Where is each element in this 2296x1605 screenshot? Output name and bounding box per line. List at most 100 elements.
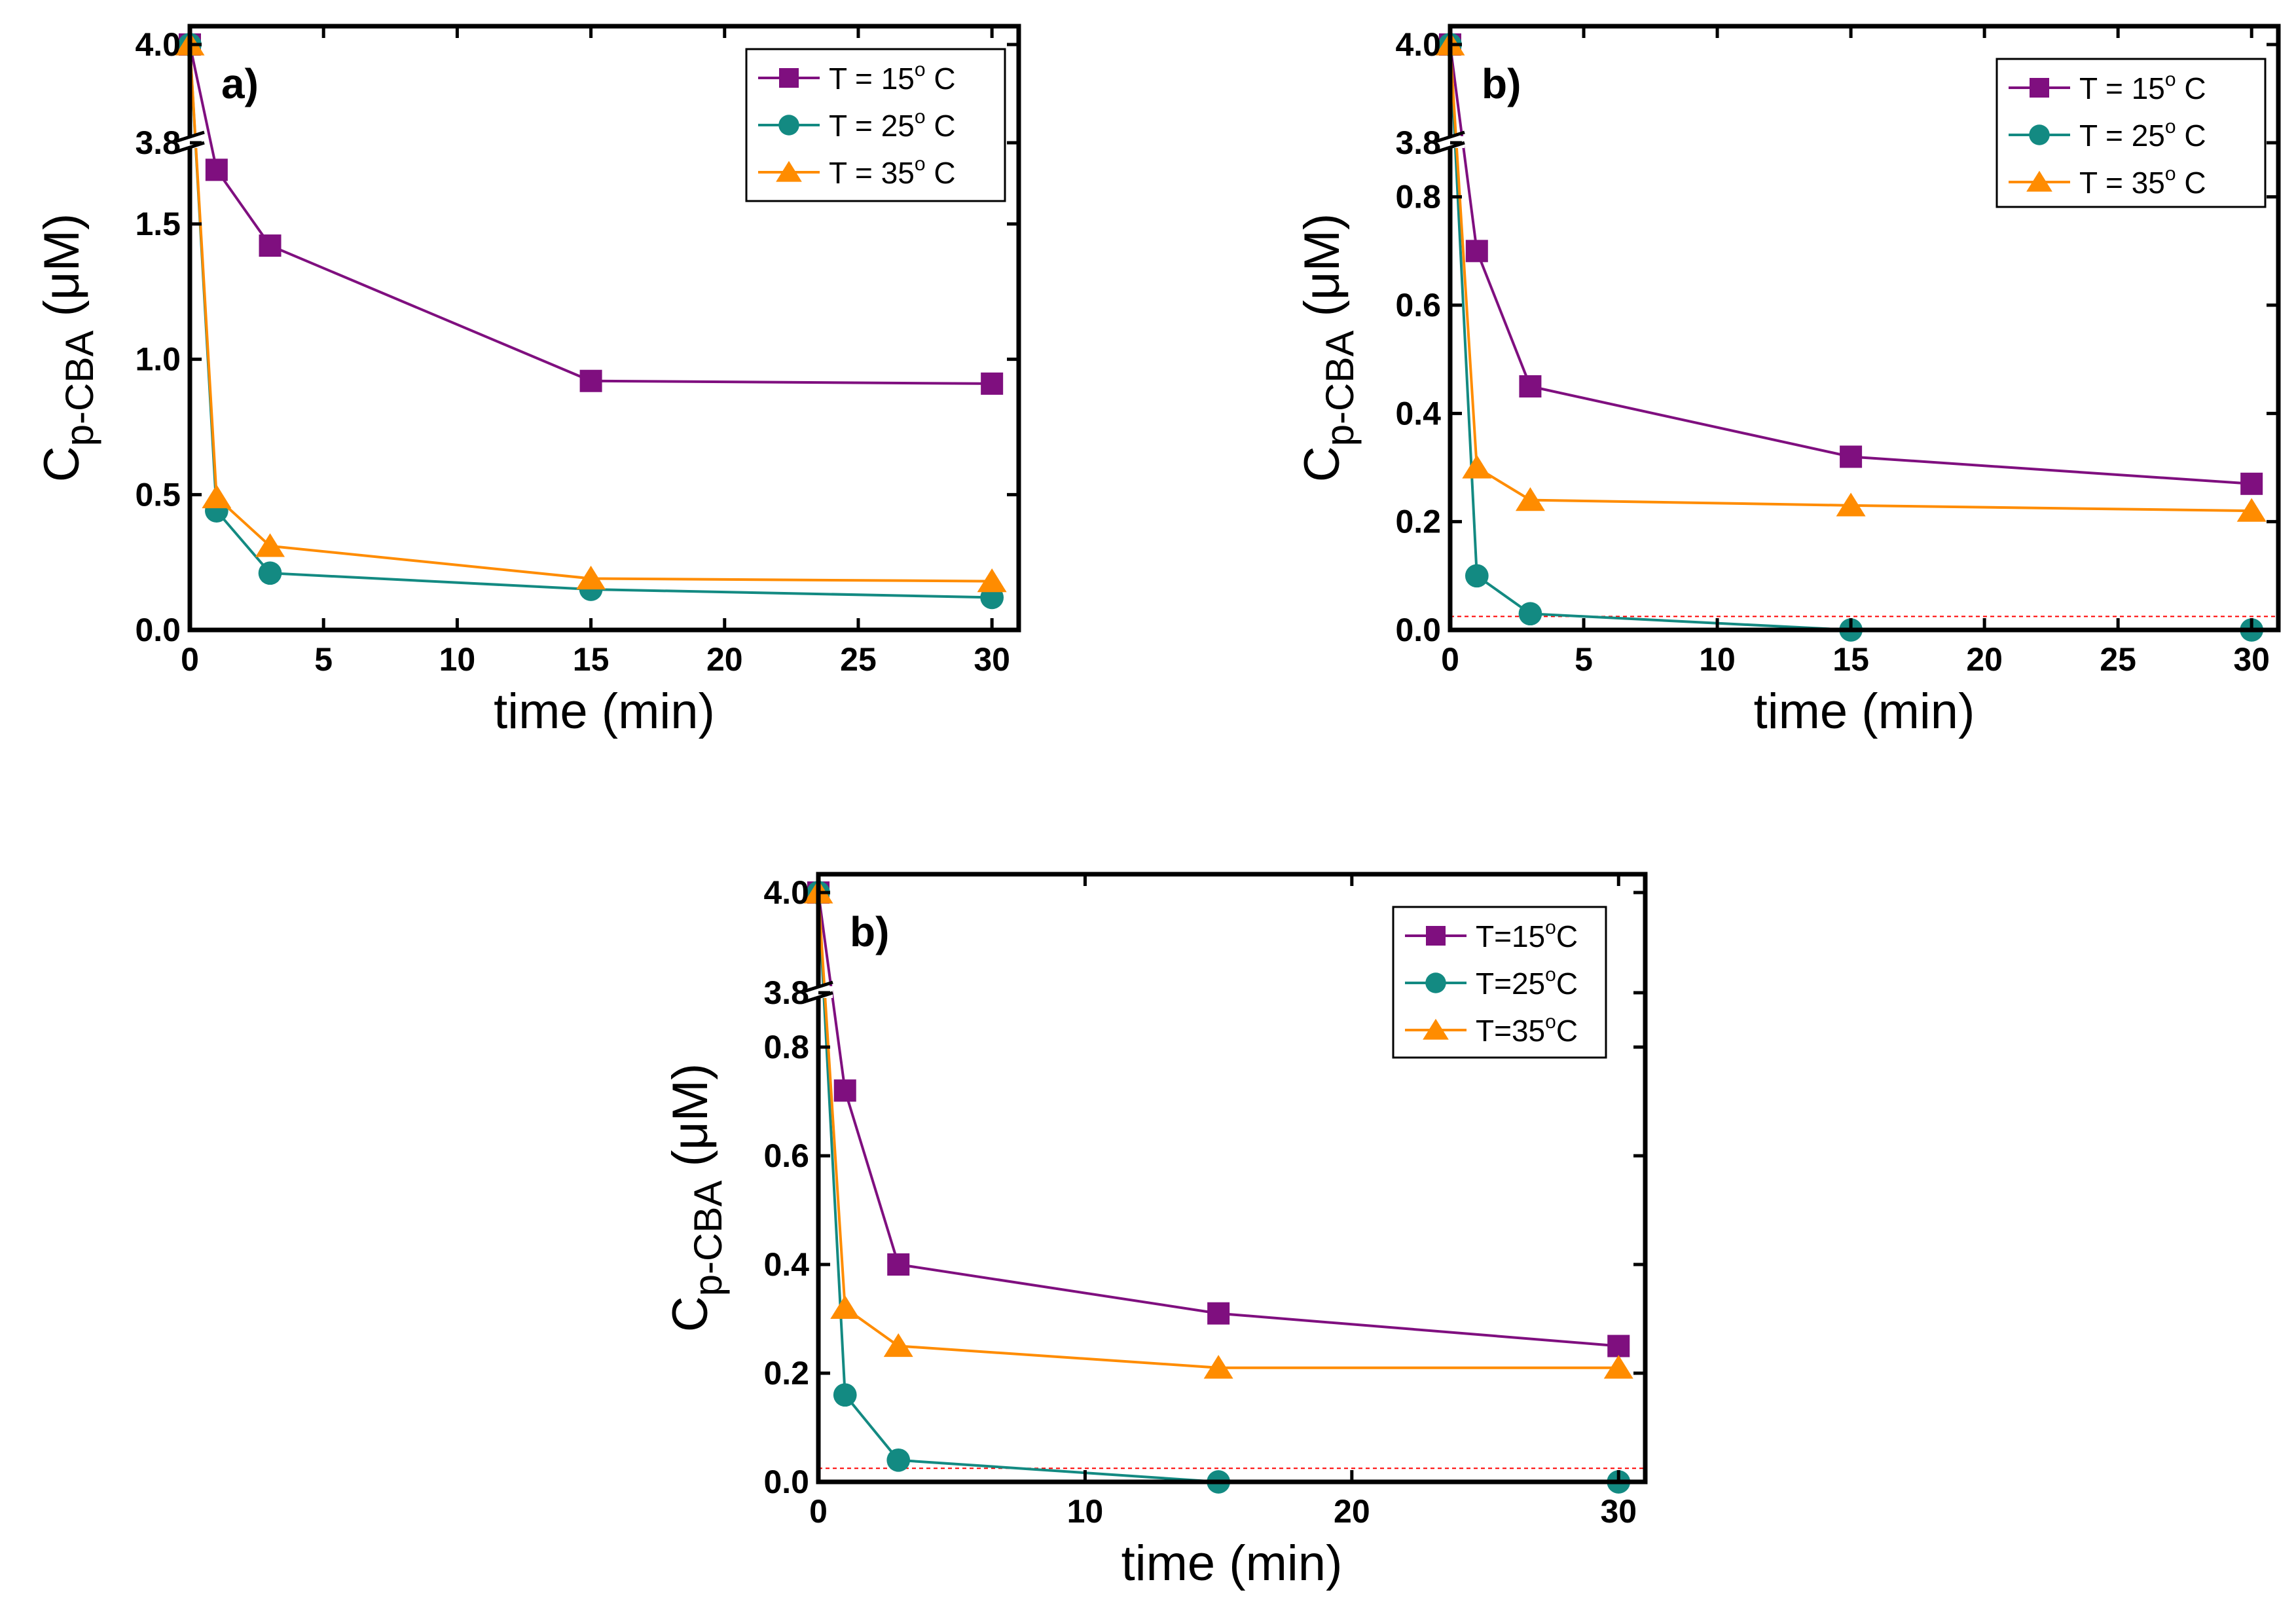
x-tick-label: 5	[1575, 641, 1593, 678]
x-tick-label: 25	[840, 641, 877, 678]
legend-entry-triangle: T=35oC	[1405, 1011, 1578, 1048]
y-tick-label: 4.0	[1395, 26, 1441, 63]
data-point	[1519, 375, 1542, 397]
panel-label: a)	[221, 60, 259, 107]
data-point	[1465, 564, 1489, 588]
x-tick-label: 20	[1334, 1493, 1370, 1530]
legend-label: T = 35o C	[2079, 163, 2206, 200]
data-point	[259, 234, 282, 257]
data-point	[258, 561, 282, 585]
legend-entry-circle: T=25oC	[1405, 964, 1578, 1001]
legend-label-unit: C	[1556, 967, 1578, 1001]
legend-label-text: T = 35	[829, 156, 915, 190]
legend-marker	[776, 160, 802, 182]
y-tick-label: 0.5	[135, 476, 181, 513]
legend-marker	[779, 68, 799, 88]
legend-label: T = 25o C	[829, 106, 956, 143]
legend-marker	[2026, 170, 2052, 192]
chart-panel-1: 0 5 10 15 20 25 30 0.0 0.5 1.0 1.5 3.8 4.0 time (min)…	[34, 24, 1021, 739]
data-point	[202, 484, 232, 509]
legend-label-unit: C	[1556, 1014, 1578, 1048]
legend-entry-circle: T = 25o C	[2009, 116, 2206, 153]
y-tick-label: 0.8	[763, 1029, 809, 1065]
data-point	[579, 369, 602, 392]
data-point	[1840, 445, 1863, 468]
axis-break-stroke	[1435, 130, 1465, 143]
series-square	[1439, 33, 2263, 495]
legend-marker	[778, 115, 799, 136]
y-axis-title-subscript: p-CBA	[1318, 331, 1362, 447]
legend-label-text: T = 35	[2079, 166, 2165, 200]
x-tick-label: 30	[974, 641, 1010, 678]
data-point	[1203, 1355, 1233, 1379]
data-point	[833, 1383, 857, 1407]
legend-label-text: T=15	[1476, 919, 1545, 953]
legend-label-degree: o	[1545, 1011, 1556, 1033]
data-point	[205, 158, 228, 181]
legend-label-unit: C	[1556, 919, 1578, 953]
legend-entry-square: T = 15o C	[2009, 69, 2206, 105]
data-point	[1462, 454, 1492, 479]
panel-label: b)	[850, 908, 889, 955]
data-point	[1607, 1335, 1630, 1357]
data-point	[981, 372, 1004, 395]
legend-marker	[1423, 1018, 1449, 1040]
y-axis-title-unit: (μM)	[34, 213, 90, 331]
y-axis-title-subscript: p-CBA	[58, 331, 101, 447]
data-point	[887, 1253, 910, 1276]
legend-label-text: T = 15	[829, 62, 915, 96]
legend-label-degree: o	[915, 59, 926, 81]
legend-label-unit: C	[926, 62, 956, 96]
legend-marker	[1426, 926, 1446, 946]
x-tick-label: 0	[1441, 641, 1459, 678]
legend-label-unit: C	[2176, 166, 2206, 200]
data-point	[255, 533, 285, 557]
legend-label-unit: C	[926, 109, 956, 143]
legend-label-degree: o	[1545, 964, 1556, 986]
legend-label-text: T=35	[1476, 1014, 1545, 1048]
y-tick-label: 0.0	[135, 612, 181, 648]
y-tick-label: 4.0	[763, 874, 809, 911]
x-axis-title: time (min)	[1121, 1536, 1343, 1591]
legend-label-degree: o	[915, 153, 926, 175]
y-axis-title: Cp-CBA (μM)	[663, 1063, 730, 1332]
legend-label-degree: o	[915, 106, 926, 128]
y-tick-label: 0.4	[763, 1246, 809, 1283]
data-point	[1518, 602, 1542, 626]
x-tick-label: 10	[439, 641, 476, 678]
x-tick-label: 20	[1966, 641, 2003, 678]
legend-label: T = 25o C	[2079, 116, 2206, 153]
legend-label-unit: C	[926, 156, 956, 190]
y-tick-label: 0.6	[1395, 287, 1441, 323]
y-tick-label: 0.4	[1395, 395, 1441, 432]
data-point	[576, 565, 606, 590]
data-point	[2236, 498, 2267, 522]
legend-entry-square: T=15oC	[1405, 917, 1578, 953]
legend-label-unit: C	[2176, 119, 2206, 153]
data-point	[977, 568, 1007, 593]
legend-label-degree: o	[2165, 69, 2176, 90]
data-point	[1603, 1355, 1633, 1379]
data-point	[833, 1079, 856, 1102]
y-axis-title-main: C	[34, 446, 90, 482]
plot-frame	[816, 872, 1648, 1485]
y-axis-title-main: C	[663, 1296, 718, 1332]
plot-frame	[187, 24, 1021, 633]
legend-entry-triangle: T = 35o C	[758, 153, 956, 190]
legend-label: T=35oC	[1476, 1011, 1578, 1048]
y-tick-label: 3.8	[1395, 124, 1441, 161]
y-tick-label: 0.2	[763, 1355, 809, 1392]
chart-panel-2: 0 5 10 15 20 25 30 0.0 0.2 0.4 0.6 0.8 3.8 4.0 time (m…	[1294, 24, 2281, 739]
panel-label: b)	[1482, 60, 1521, 107]
legend-label: T = 15o C	[829, 59, 956, 96]
x-tick-label: 10	[1699, 641, 1736, 678]
plot-frame	[1448, 24, 2281, 633]
data-point	[2240, 472, 2263, 495]
series-square	[807, 881, 1630, 1357]
y-tick-label: 3.8	[135, 124, 181, 161]
data-point	[1836, 492, 1866, 517]
y-tick-label: 1.5	[135, 206, 181, 242]
legend-marker	[2030, 78, 2049, 98]
legend-label-unit: C	[2176, 71, 2206, 105]
y-axis-title-subscript: p-CBA	[686, 1181, 730, 1297]
